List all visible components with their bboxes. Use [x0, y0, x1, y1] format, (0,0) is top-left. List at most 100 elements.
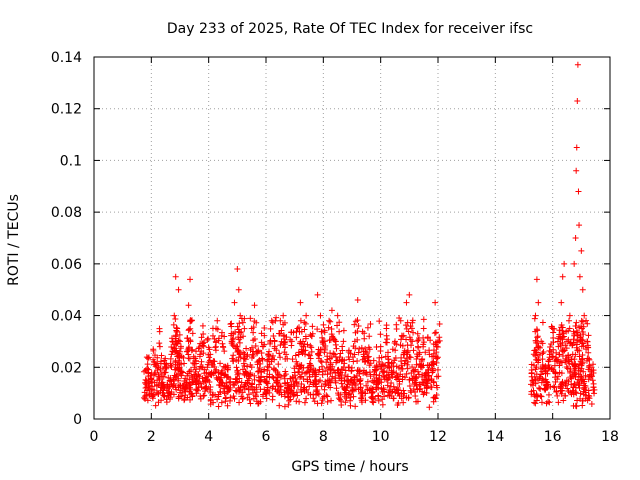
data-point: [266, 374, 273, 381]
data-point: [207, 371, 214, 378]
data-point: [339, 347, 346, 354]
data-point: [303, 312, 310, 319]
data-point: [153, 389, 160, 396]
data-point: [559, 336, 566, 343]
data-point: [393, 363, 400, 370]
data-point: [310, 379, 317, 386]
y-tick-label: 0.14: [51, 50, 82, 66]
data-point: [144, 361, 151, 368]
data-point: [384, 353, 391, 360]
data-point: [281, 349, 288, 356]
data-point: [585, 349, 592, 356]
data-point: [186, 376, 193, 383]
data-point: [170, 391, 177, 398]
x-tick-label: 8: [319, 429, 328, 445]
data-point: [150, 392, 157, 399]
data-point: [551, 384, 558, 391]
data-point: [585, 392, 592, 399]
y-tick-label: 0.02: [51, 360, 82, 376]
data-point: [566, 317, 573, 324]
data-point: [186, 382, 193, 389]
data-point: [173, 371, 180, 378]
data-point: [319, 397, 326, 404]
data-point: [248, 344, 255, 351]
data-point: [350, 393, 357, 400]
data-point: [572, 235, 579, 241]
data-point: [247, 383, 254, 390]
data-point: [234, 266, 241, 273]
data-point: [257, 360, 264, 367]
data-point: [366, 346, 373, 353]
data-point: [547, 344, 554, 350]
data-point: [288, 342, 295, 349]
data-point: [377, 348, 384, 355]
data-point: [338, 380, 345, 387]
data-point: [229, 358, 236, 365]
data-point: [332, 377, 339, 384]
data-point: [345, 364, 352, 371]
data-point: [299, 350, 306, 357]
data-point: [167, 375, 174, 382]
data-point: [215, 337, 222, 344]
data-point: [301, 399, 308, 406]
data-point: [391, 340, 398, 347]
data-point: [276, 402, 283, 409]
data-point: [409, 364, 416, 371]
data-point: [383, 332, 390, 339]
data-point: [281, 403, 288, 410]
data-point: [431, 330, 438, 337]
data-point: [556, 362, 563, 369]
data-point: [428, 384, 435, 391]
data-point: [320, 321, 327, 328]
data-point: [218, 329, 225, 336]
data-point: [584, 344, 591, 351]
data-point: [572, 351, 579, 358]
data-point: [239, 395, 246, 402]
data-point: [207, 388, 214, 395]
data-point: [341, 372, 348, 379]
data-point: [271, 356, 278, 363]
data-point: [298, 381, 305, 388]
data-point: [534, 327, 541, 334]
data-point: [302, 335, 309, 342]
data-point: [381, 388, 388, 395]
data-point: [367, 320, 374, 327]
data-point: [384, 363, 391, 370]
data-point: [400, 332, 407, 339]
data-point: [559, 330, 566, 337]
data-point: [559, 387, 566, 394]
data-point: [300, 376, 307, 383]
data-point: [432, 395, 439, 402]
data-point: [535, 357, 542, 364]
data-point: [198, 334, 205, 341]
data-point: [307, 342, 314, 349]
data-point: [548, 323, 555, 330]
data-point: [177, 343, 184, 350]
data-point: [560, 348, 567, 355]
data-point: [434, 384, 441, 391]
data-point: [281, 319, 288, 326]
data-point: [423, 382, 430, 389]
data-point: [211, 358, 218, 365]
data-point: [259, 355, 266, 362]
data-point: [254, 361, 261, 368]
data-point: [235, 385, 242, 392]
data-point: [245, 391, 252, 398]
data-point: [274, 368, 281, 375]
data-point: [351, 351, 358, 358]
data-point: [402, 374, 409, 381]
data-point: [147, 376, 154, 383]
data-point: [579, 339, 586, 346]
data-point: [358, 389, 365, 396]
data-point: [188, 347, 195, 354]
data-point: [269, 373, 276, 380]
data-point: [392, 347, 399, 354]
data-point: [430, 398, 437, 405]
data-point: [404, 358, 411, 365]
data-point: [198, 358, 205, 365]
data-point: [275, 361, 282, 368]
data-point: [240, 333, 247, 340]
data-point: [250, 337, 257, 344]
data-point: [207, 351, 214, 358]
data-point: [325, 324, 332, 331]
